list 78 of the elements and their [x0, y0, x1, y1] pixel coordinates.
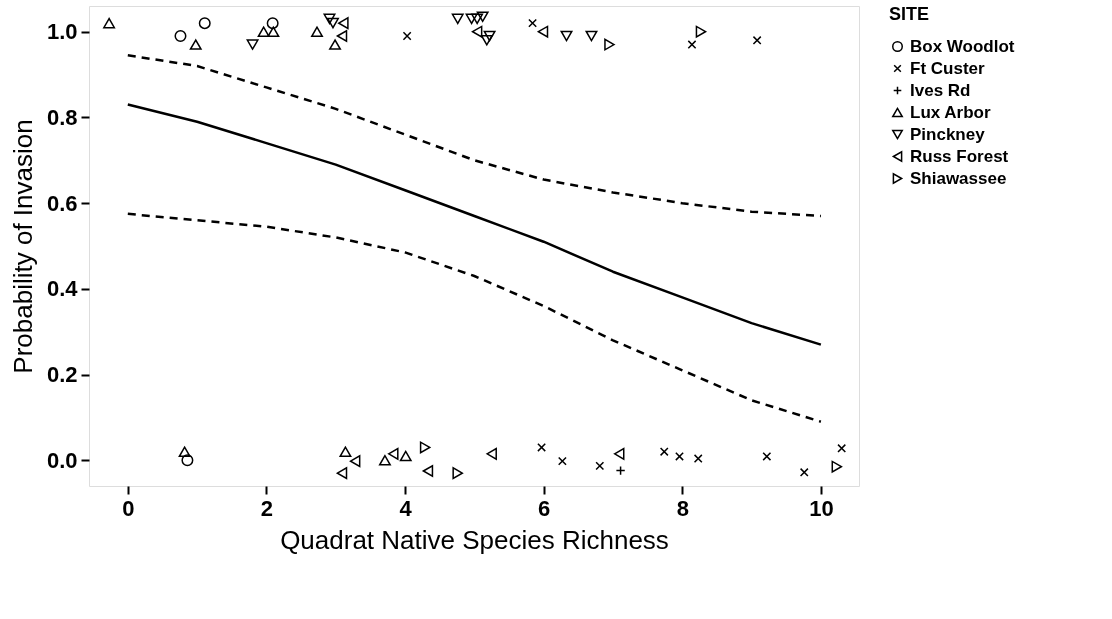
point	[257, 26, 270, 38]
y-tick-label: 0.2	[46, 362, 78, 388]
point	[326, 17, 339, 29]
point	[476, 11, 489, 23]
x-tick-label: 8	[676, 495, 689, 521]
point	[471, 25, 483, 38]
legend-label: Ives Rd	[910, 80, 971, 100]
point	[387, 447, 399, 460]
point	[329, 39, 342, 50]
point	[537, 443, 546, 452]
x-tick-label: 6	[538, 495, 551, 521]
point	[339, 446, 352, 458]
point	[483, 30, 496, 42]
point	[103, 17, 116, 29]
point	[486, 447, 497, 460]
point	[557, 456, 567, 466]
line-series	[126, 103, 823, 346]
point	[336, 467, 348, 480]
y-tick-label: 0.6	[46, 190, 78, 216]
y-tick-label: 0.0	[46, 447, 78, 473]
point	[471, 13, 484, 25]
point	[752, 35, 762, 45]
y-tick-label: 0.8	[46, 104, 78, 130]
point	[687, 40, 697, 49]
legend-label: Russ Forest	[910, 146, 1009, 166]
point	[604, 38, 615, 51]
point	[399, 450, 412, 462]
point	[799, 467, 809, 477]
point	[336, 30, 348, 42]
point	[585, 30, 598, 42]
x-tick-label: 10	[809, 495, 834, 521]
x-tick-label: 2	[260, 495, 274, 521]
point	[693, 454, 703, 463]
point	[422, 465, 434, 477]
y-axis-title: Probability of Invasion	[7, 119, 38, 374]
point	[528, 18, 537, 28]
point	[378, 454, 391, 466]
point	[402, 31, 412, 41]
point	[659, 447, 669, 457]
point	[451, 13, 464, 25]
point	[178, 446, 191, 458]
line-series	[126, 212, 823, 423]
point	[595, 461, 605, 471]
point	[267, 26, 280, 38]
point	[419, 441, 431, 454]
point	[465, 13, 478, 25]
legend-label: Pinckney	[910, 124, 986, 144]
point	[480, 34, 493, 46]
point	[695, 25, 707, 38]
legend-label: Lux Arbor	[910, 102, 991, 122]
point	[174, 30, 187, 42]
x-axis-title: Quadrat Native Species Richness	[280, 524, 669, 555]
point	[246, 39, 259, 50]
legend-label: Ft Custer	[910, 58, 985, 78]
point	[537, 25, 549, 38]
point	[452, 467, 463, 480]
legend-title: SITE	[889, 4, 930, 24]
x-tick-label: 0	[122, 495, 135, 521]
point	[189, 39, 202, 50]
point	[338, 17, 349, 30]
point	[831, 460, 843, 473]
point	[323, 13, 336, 25]
point	[837, 443, 847, 453]
point	[181, 454, 194, 467]
point	[349, 455, 361, 468]
point	[762, 452, 772, 461]
point	[613, 447, 625, 460]
legend-label: Box Woodlot	[910, 36, 1015, 56]
point	[311, 26, 324, 38]
point	[675, 452, 684, 461]
line-series	[126, 54, 823, 218]
x-tick-label: 4	[399, 495, 413, 521]
legend-label: Shiawassee	[910, 168, 1007, 188]
y-tick-label: 0.4	[46, 276, 79, 302]
point	[560, 30, 573, 42]
point	[198, 17, 211, 30]
y-tick-label: 1.0	[46, 19, 78, 45]
point	[266, 17, 279, 30]
